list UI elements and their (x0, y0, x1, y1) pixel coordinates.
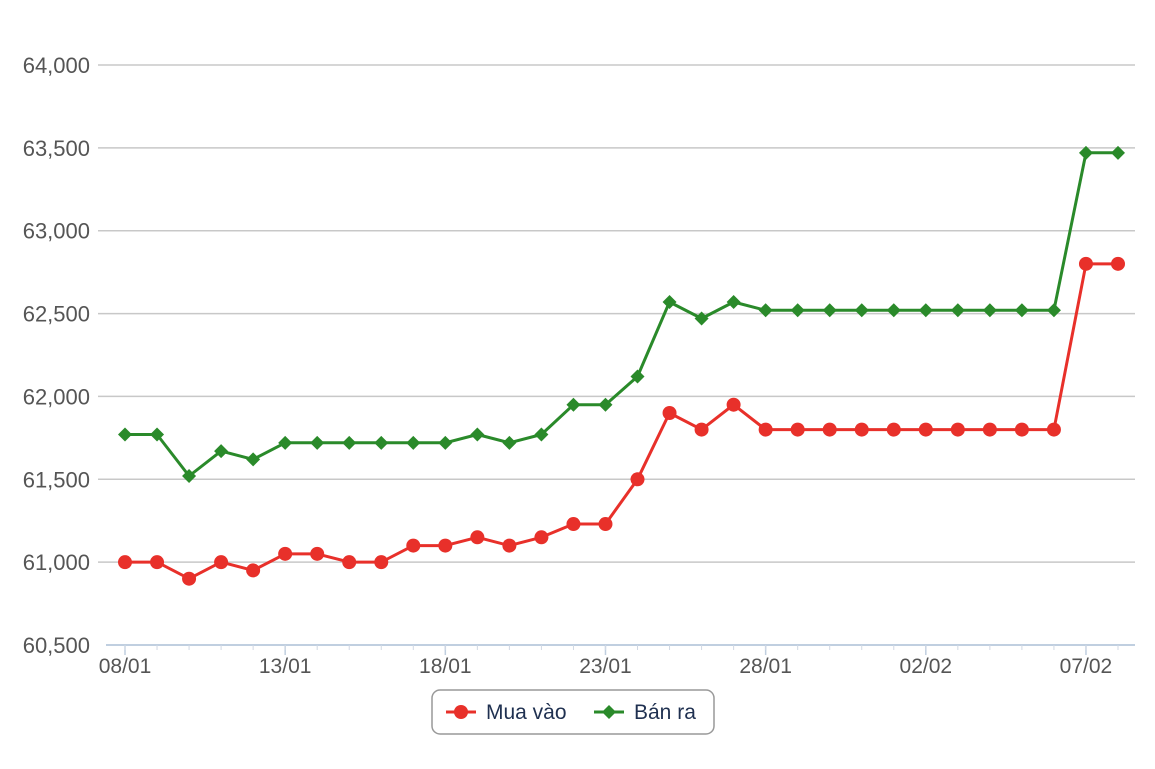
series-line (125, 151, 1118, 478)
axes: 60,500 61,000 61,500 62,000 62,500 63,000 63,5… (23, 53, 1135, 678)
mua-vao-point[interactable] (342, 555, 357, 570)
mua-vao-point[interactable] (726, 397, 741, 412)
mua-vao-point[interactable] (534, 530, 549, 545)
ban-ra-point[interactable] (598, 397, 613, 412)
mua-vao-point[interactable] (1046, 422, 1061, 437)
legend-marker[interactable] (454, 705, 468, 719)
legend[interactable]: Mua vào Bán ra (431, 689, 715, 735)
legend-label: Bán ra (634, 701, 696, 724)
ban-ra-point[interactable] (566, 397, 581, 412)
legend-label: Mua vào (486, 701, 567, 724)
series-ban-ra (118, 145, 1125, 483)
mua-vao-point[interactable] (118, 555, 132, 570)
ban-ra-point[interactable] (150, 427, 165, 442)
mua-vao-point[interactable] (758, 422, 773, 437)
mua-vao-point[interactable] (854, 422, 869, 437)
ban-ra-point[interactable] (662, 294, 677, 309)
ban-ra-point[interactable] (118, 427, 132, 442)
y-tick-label: 61,500 (23, 467, 90, 492)
mua-vao-point[interactable] (406, 538, 421, 553)
legend-box (431, 689, 715, 735)
mua-vao-point[interactable] (1111, 256, 1125, 271)
ban-ra-point[interactable] (854, 303, 869, 318)
ban-ra-point[interactable] (214, 444, 229, 459)
ban-ra-point[interactable] (726, 294, 741, 309)
ban-ra-point[interactable] (310, 435, 325, 450)
legend-marker[interactable] (602, 705, 616, 719)
series-mua-vao (118, 256, 1125, 586)
y-tick-label: 63,500 (23, 136, 90, 161)
mua-vao-point[interactable] (1014, 422, 1029, 437)
ban-ra-point[interactable] (246, 452, 261, 467)
ban-ra-point[interactable] (886, 303, 901, 318)
ban-ra-point[interactable] (630, 369, 645, 384)
mua-vao-point[interactable] (662, 406, 677, 420)
mua-vao-point[interactable] (918, 422, 933, 437)
ban-ra-point[interactable] (1078, 145, 1093, 160)
x-tick-label: 23/01 (579, 655, 632, 678)
ban-ra-point[interactable] (1111, 145, 1125, 160)
mua-vao-point[interactable] (438, 538, 453, 553)
mua-vao-point[interactable] (790, 422, 805, 437)
ban-ra-point[interactable] (694, 311, 709, 326)
mua-vao-point[interactable] (150, 555, 165, 570)
x-tick-label: 08/01 (99, 655, 152, 678)
mua-vao-point[interactable] (246, 563, 261, 578)
mua-vao-point[interactable] (374, 555, 389, 570)
mua-vao-point[interactable] (694, 422, 709, 437)
grid (98, 64, 1135, 563)
ban-ra-point[interactable] (950, 303, 965, 318)
ban-ra-point[interactable] (470, 427, 485, 442)
ban-ra-point[interactable] (822, 303, 837, 318)
y-tick-label: 62,000 (23, 384, 90, 409)
ban-ra-point[interactable] (982, 303, 997, 318)
y-tick-label: 64,000 (23, 53, 90, 78)
ban-ra-point[interactable] (342, 435, 357, 450)
mua-vao-point[interactable] (630, 472, 645, 487)
ban-ra-point[interactable] (534, 427, 549, 442)
x-tick-label: 13/01 (259, 655, 312, 678)
legend-item[interactable]: Mua vào (446, 701, 567, 724)
ban-ra-point[interactable] (918, 303, 933, 318)
mua-vao-point[interactable] (982, 422, 997, 437)
mua-vao-point[interactable] (502, 538, 517, 553)
ban-ra-point[interactable] (406, 435, 421, 450)
mua-vao-point[interactable] (598, 517, 613, 532)
mua-vao-point[interactable] (470, 530, 485, 545)
x-tick-label: 07/02 (1060, 655, 1113, 678)
series (118, 145, 1125, 586)
ban-ra-point[interactable] (438, 435, 453, 450)
mua-vao-point[interactable] (214, 555, 229, 570)
mua-vao-point[interactable] (278, 546, 293, 561)
ban-ra-point[interactable] (758, 303, 773, 318)
y-tick-label: 61,000 (23, 550, 90, 575)
mua-vao-point[interactable] (566, 517, 581, 532)
ban-ra-point[interactable] (1046, 303, 1061, 318)
legend-item[interactable]: Bán ra (594, 701, 696, 724)
y-tick-label: 60,500 (23, 633, 90, 658)
mua-vao-point[interactable] (950, 422, 965, 437)
ban-ra-point[interactable] (182, 468, 197, 483)
ban-ra-point[interactable] (790, 303, 805, 318)
mua-vao-point[interactable] (1078, 256, 1093, 271)
mua-vao-point[interactable] (310, 546, 325, 561)
x-tick-label: 02/02 (900, 655, 953, 678)
ban-ra-point[interactable] (1014, 303, 1029, 318)
mua-vao-point[interactable] (822, 422, 837, 437)
mua-vao-point[interactable] (886, 422, 901, 437)
x-tick-label: 18/01 (419, 655, 472, 678)
x-tick-label: 28/01 (739, 655, 792, 678)
ban-ra-point[interactable] (278, 435, 293, 450)
ban-ra-point[interactable] (502, 435, 517, 450)
y-tick-label: 63,000 (23, 219, 90, 244)
y-tick-label: 62,500 (23, 302, 90, 327)
ban-ra-point[interactable] (374, 435, 389, 450)
mua-vao-point[interactable] (182, 571, 197, 586)
